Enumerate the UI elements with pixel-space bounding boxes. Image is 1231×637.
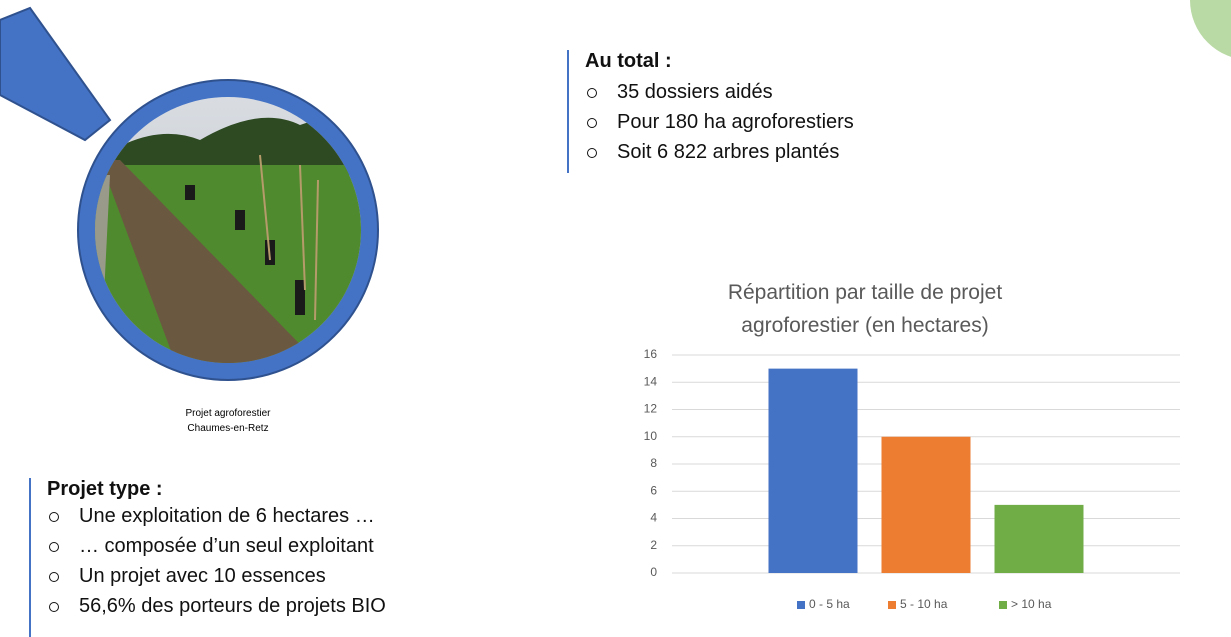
bullet-item: Une exploitation de 6 hectares … <box>47 501 467 531</box>
caption-line: Projet agroforestier <box>128 406 328 421</box>
magnifier-handle <box>0 8 110 140</box>
bullet-item: Un projet avec 10 essences <box>47 561 467 591</box>
bullet-item: 35 dossiers aidés <box>585 77 965 107</box>
bullet-item: 56,6% des porteurs de projets BIO <box>47 591 467 621</box>
bullet-list: Une exploitation de 6 hectares …… compos… <box>47 501 467 621</box>
slide: Projet agroforestierChaumes-en-Retz Au t… <box>0 0 1231 637</box>
block-title: Projet type : <box>47 478 467 501</box>
projet-type-block: Projet type : Une exploitation de 6 hect… <box>29 478 467 637</box>
decor-circle <box>1190 0 1231 60</box>
bullet-item: Pour 180 ha agroforestiers <box>585 107 965 137</box>
chart-title: Répartition par taille de projet agrofor… <box>690 276 1040 342</box>
caption-line: Chaumes-en-Retz <box>128 421 328 436</box>
block-title: Au total : <box>585 50 965 73</box>
bullet-item: Soit 6 822 arbres plantés <box>585 137 965 167</box>
bullet-item: … composée d’un seul exploitant <box>47 531 467 561</box>
